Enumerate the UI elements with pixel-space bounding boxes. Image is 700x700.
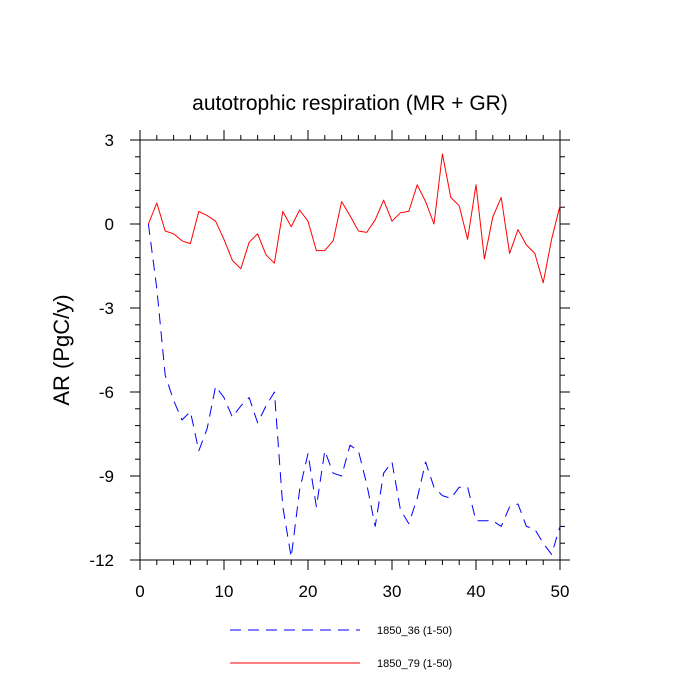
y-tick-label: -12 — [89, 551, 114, 570]
x-tick-label: 30 — [383, 582, 402, 601]
legend: 1850_36 (1-50) 1850_79 (1-50) — [230, 625, 452, 670]
series-line-2 — [147, 153, 561, 284]
x-tick-label: 40 — [467, 582, 486, 601]
legend-label-2: 1850_79 (1-50) — [377, 658, 452, 670]
x-tick-label: 20 — [299, 582, 318, 601]
series-line-1 — [147, 223, 561, 558]
y-tick-label: -3 — [99, 299, 114, 318]
plot-frame — [139, 139, 561, 561]
y-axis-label: AR (PgC/y) — [49, 294, 74, 405]
y-tick-label: -6 — [99, 383, 114, 402]
x-tick-label: 10 — [215, 582, 234, 601]
x-tick-label: 50 — [551, 582, 570, 601]
y-tick-label: 3 — [105, 131, 114, 150]
chart-title: autotrophic respiration (MR + GR) — [192, 92, 508, 115]
legend-label-1: 1850_36 (1-50) — [377, 625, 452, 637]
x-tick-label: 0 — [135, 582, 144, 601]
y-tick-label: -9 — [99, 467, 114, 486]
y-tick-label: 0 — [105, 215, 114, 234]
